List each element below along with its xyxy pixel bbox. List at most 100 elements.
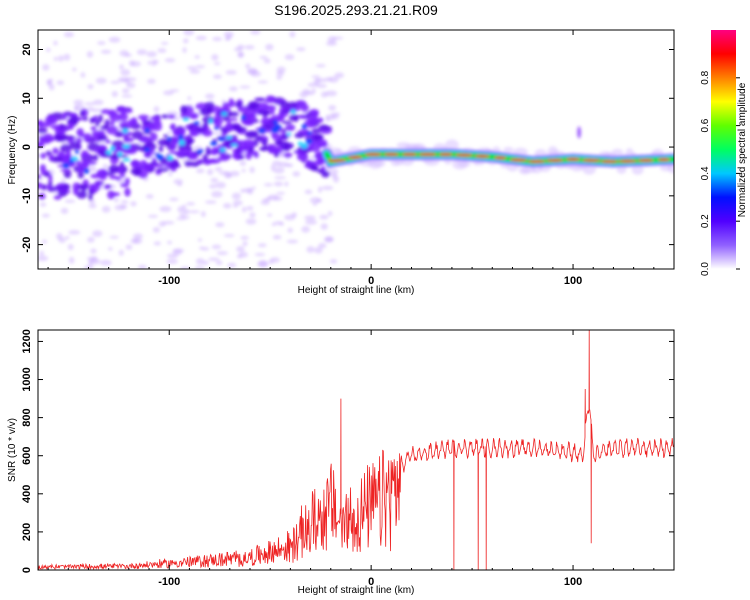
spectrogram-noise xyxy=(145,194,154,199)
spectrogram-noise xyxy=(48,83,55,91)
spectrogram-blob xyxy=(60,168,72,172)
spectrogram-blob xyxy=(199,107,212,116)
spectrogram-hotspot xyxy=(210,141,218,146)
ridge-peak xyxy=(474,154,490,158)
spectrogram-noise xyxy=(244,45,255,50)
spectrogram-noise xyxy=(317,186,323,193)
spectrogram-blob xyxy=(50,124,62,130)
spectrogram-noise xyxy=(213,74,222,80)
spectrogram-noise xyxy=(182,47,187,53)
spectrogram-noise xyxy=(120,69,131,76)
spectrogram-noise xyxy=(271,222,276,226)
ridge-peak xyxy=(494,156,507,160)
spectrogram-blob xyxy=(222,142,229,147)
spectrogram-noise xyxy=(68,230,81,235)
spectrogram-blob xyxy=(283,152,293,158)
spectrogram-noise xyxy=(48,78,54,82)
spectrogram-blob xyxy=(296,153,309,161)
spectrogram-blob xyxy=(110,120,115,126)
snr-x-label: Height of straight line (km) xyxy=(298,585,415,596)
spectrogram-noise xyxy=(132,237,143,244)
ridge-peak xyxy=(401,152,418,156)
spectrogram-noise xyxy=(108,247,113,251)
spectrogram-blob xyxy=(63,169,72,179)
spectrogram-noise xyxy=(214,166,223,172)
spectrogram-blob xyxy=(158,145,164,153)
spectrogram-noise xyxy=(320,91,328,98)
spectrogram-noise xyxy=(41,213,50,218)
spectrogram-noise xyxy=(212,36,223,42)
spectrogram-noise xyxy=(249,166,255,174)
spectrogram-noise xyxy=(99,259,112,266)
spectrogram-noise xyxy=(72,67,77,72)
spectrogram-noise xyxy=(206,168,214,176)
spectrogram-noise xyxy=(63,31,75,38)
spectrogram-hotspot xyxy=(219,147,226,153)
spectrogram-noise xyxy=(153,59,159,65)
spectrogram-blob xyxy=(170,123,176,131)
ridge-peak xyxy=(600,159,619,163)
spectrogram-noise xyxy=(318,242,327,249)
spectrogram-blob xyxy=(226,120,232,125)
spectrogram-blob xyxy=(193,127,206,132)
spectrogram-hotspot xyxy=(305,138,313,145)
spectrogram-blob xyxy=(38,182,43,190)
spectrogram-noise xyxy=(195,64,206,69)
spectrogram-noise xyxy=(188,210,200,214)
spectrogram-blob xyxy=(163,134,168,138)
spectrogram-noise xyxy=(130,60,141,67)
spectrogram-blob xyxy=(173,128,186,134)
spectrogram-blob xyxy=(245,114,257,121)
spectrogram-noise xyxy=(284,214,296,221)
spectrogram-noise xyxy=(325,90,338,97)
ridge-peak xyxy=(383,152,400,156)
spectrogram-noise xyxy=(168,171,173,177)
y-tick-label: 800 xyxy=(21,408,33,426)
spectrogram-blob xyxy=(297,114,310,119)
spectrogram-blob xyxy=(76,184,90,190)
spectrogram-noise xyxy=(60,207,69,214)
y-tick-label: 400 xyxy=(21,485,33,503)
spectrogram-noise xyxy=(194,55,200,59)
spectrogram-noise xyxy=(53,40,58,46)
spectrogram-noise xyxy=(262,198,270,202)
ridge-peak xyxy=(618,159,638,163)
spectrogram-noise xyxy=(210,177,219,183)
spectrogram-blob xyxy=(118,112,129,121)
spectrogram-blob xyxy=(245,130,259,136)
spectrogram-noise xyxy=(159,205,172,213)
spectrogram-noise xyxy=(319,214,329,220)
spectrogram-noise xyxy=(299,91,308,99)
spectrogram-noise xyxy=(73,99,84,106)
spectrogram-noise xyxy=(273,181,284,187)
spectrogram-blob xyxy=(41,184,47,191)
spectrogram-blob xyxy=(38,174,42,179)
spectrogram-noise xyxy=(307,82,319,88)
spectrogram-noise xyxy=(183,38,189,44)
spectrogram-noise xyxy=(321,185,334,191)
spectrogram-noise xyxy=(166,240,173,245)
spectrogram-noise xyxy=(166,258,179,265)
y-tick-label: 10 xyxy=(21,92,33,104)
y-tick-label: 0 xyxy=(21,567,33,573)
spectrogram-blob xyxy=(274,140,283,146)
spectrogram-noise xyxy=(225,70,237,75)
spectrogram-blob xyxy=(108,164,119,174)
ridge-peak xyxy=(347,155,363,159)
spectrogram-noise xyxy=(246,205,254,211)
spectrogram-blob xyxy=(258,110,264,115)
spectrogram-noise xyxy=(205,93,215,100)
spectrogram-blob xyxy=(237,106,251,113)
spectrogram-hotspot xyxy=(110,145,115,152)
spectrogram-noise xyxy=(250,70,262,77)
spectrogram-blob xyxy=(270,96,276,101)
spectrogram-hotspot xyxy=(193,121,200,125)
spectrogram-hotspot xyxy=(117,151,123,157)
spectrogram-noise xyxy=(195,258,205,265)
spectrogram-blob xyxy=(205,146,211,154)
snr-series-line xyxy=(38,330,674,570)
spectrogram-noise xyxy=(310,155,315,161)
ridge-peak xyxy=(657,158,671,162)
spectrogram-blob xyxy=(269,109,275,115)
